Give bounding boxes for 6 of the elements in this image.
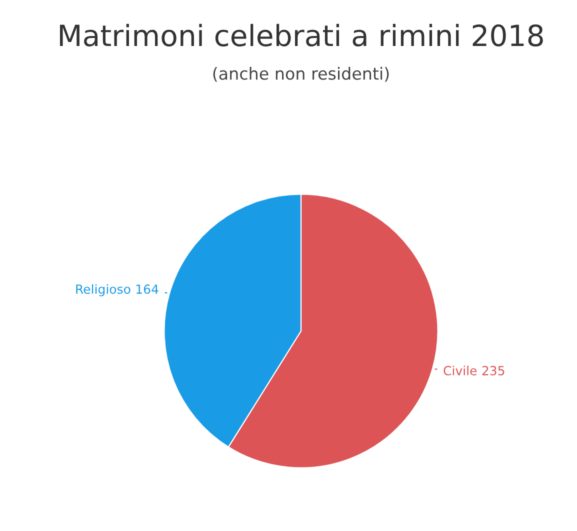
chart-subtitle: (anche non residenti) — [213, 66, 389, 82]
chart-title: Matrimoni celebrati a rimini 2018 — [60, 24, 543, 46]
slice-label: Religioso — [76, 284, 130, 296]
data-label: 164 — [136, 284, 158, 294]
slice-label: Civile — [444, 366, 477, 376]
data-label: 235 — [482, 366, 504, 376]
